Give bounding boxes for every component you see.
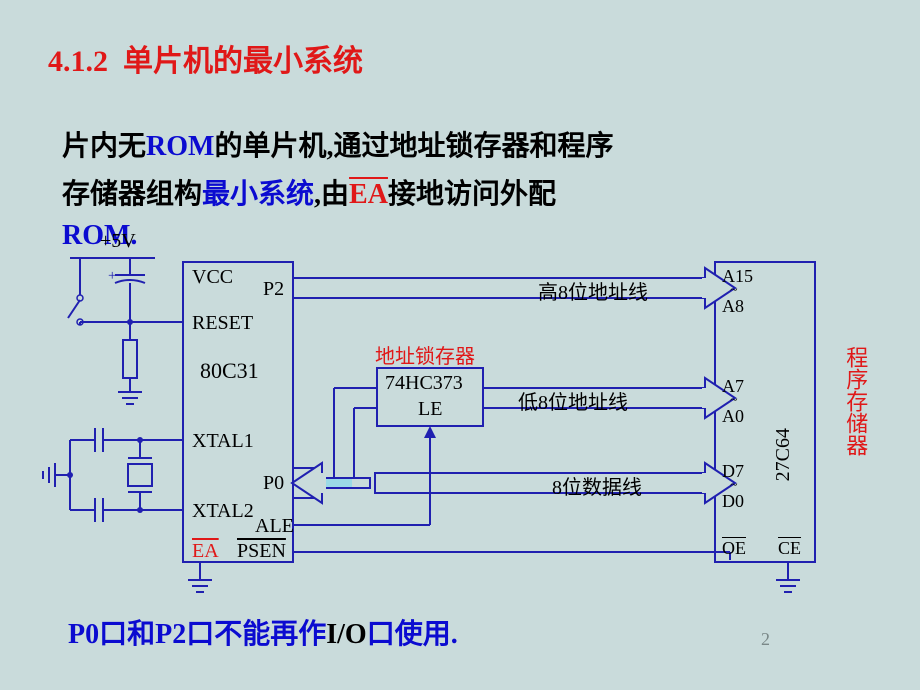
rom-title: 程序存储器: [838, 346, 873, 456]
pin-reset: RESET: [192, 312, 253, 335]
high8-label: 高8位地址线: [538, 276, 648, 305]
mcu-name: 80C31: [200, 358, 259, 384]
low8-label: 低8位地址线: [518, 386, 628, 415]
svg-text:+: +: [108, 268, 116, 284]
latch-le: LE: [418, 398, 442, 421]
pin-p2: P2: [263, 278, 284, 301]
pin-vcc: VCC: [192, 266, 233, 289]
rom-a0: A0: [722, 406, 744, 427]
footer-text: P0口和P2口不能再作I/O口使用.: [68, 612, 458, 652]
pin-xtal1: XTAL1: [192, 430, 254, 453]
latch-name: 74HC373: [385, 372, 463, 395]
pin-psen: PSEN: [237, 540, 286, 563]
pin-ale: ALE: [255, 515, 294, 538]
rom-name: 27C64: [772, 428, 795, 481]
page-number: 2: [761, 629, 770, 650]
pin-ea: EA: [192, 540, 219, 563]
data8-label: 8位数据线: [552, 471, 642, 500]
rom-ce: CE: [778, 538, 801, 559]
latch-title: 地址锁存器: [375, 340, 475, 369]
pin-p0: P0: [263, 472, 284, 495]
data-bus: [375, 473, 705, 493]
rom-oe: OE: [722, 538, 746, 559]
rom-d0: D0: [722, 491, 744, 512]
rom-a8: A8: [722, 296, 744, 317]
pin-xtal2: XTAL2: [192, 500, 254, 523]
